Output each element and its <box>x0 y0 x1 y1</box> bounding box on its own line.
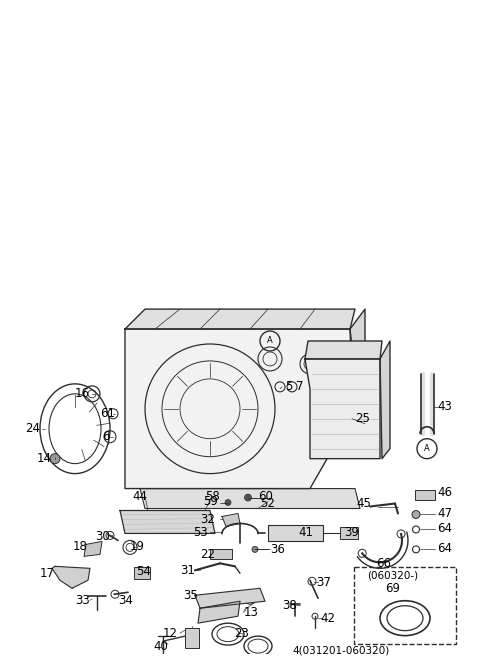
Text: 42: 42 <box>320 611 335 625</box>
Text: 54: 54 <box>136 565 151 578</box>
Text: (060320-): (060320-) <box>367 570 419 581</box>
Text: 6: 6 <box>103 430 110 443</box>
Text: 4(031201-060320): 4(031201-060320) <box>292 645 389 655</box>
Polygon shape <box>52 566 90 588</box>
Bar <box>268 525 323 541</box>
Circle shape <box>244 494 252 501</box>
Circle shape <box>412 510 420 518</box>
Text: 23: 23 <box>234 626 249 640</box>
Text: 61: 61 <box>100 407 115 420</box>
Text: 31: 31 <box>180 564 195 577</box>
Text: 47: 47 <box>437 507 452 520</box>
Text: 30: 30 <box>95 530 110 543</box>
Text: 32: 32 <box>200 513 215 526</box>
Polygon shape <box>222 514 240 527</box>
Polygon shape <box>125 329 355 489</box>
Text: 18: 18 <box>73 540 88 553</box>
Text: 64: 64 <box>437 522 452 535</box>
Bar <box>210 549 232 560</box>
Text: 5: 5 <box>285 380 292 394</box>
Text: 22: 22 <box>200 548 215 561</box>
Text: 38: 38 <box>282 599 297 612</box>
FancyBboxPatch shape <box>354 567 456 644</box>
Text: 40: 40 <box>153 640 168 653</box>
Text: 33: 33 <box>75 594 90 607</box>
Bar <box>185 628 199 648</box>
Text: 45: 45 <box>356 497 371 510</box>
Polygon shape <box>140 489 360 508</box>
Text: 53: 53 <box>193 526 208 539</box>
Text: 7: 7 <box>296 380 303 394</box>
Text: 14: 14 <box>37 452 52 465</box>
Text: 16: 16 <box>75 387 90 400</box>
Text: 19: 19 <box>130 540 145 553</box>
Text: 24: 24 <box>25 422 40 435</box>
Text: 52: 52 <box>261 497 276 510</box>
Text: 44: 44 <box>132 490 147 503</box>
Bar <box>134 567 150 579</box>
Text: 13: 13 <box>244 605 259 619</box>
Polygon shape <box>84 541 102 556</box>
Text: 35: 35 <box>183 588 198 602</box>
Polygon shape <box>350 309 365 454</box>
Polygon shape <box>125 309 355 329</box>
Text: 25: 25 <box>355 412 370 425</box>
Text: 12: 12 <box>163 626 178 640</box>
Text: 36: 36 <box>270 543 285 556</box>
Polygon shape <box>120 510 215 533</box>
Text: 69: 69 <box>385 582 400 595</box>
Text: A: A <box>424 444 430 453</box>
Bar <box>415 489 435 499</box>
Text: 43: 43 <box>437 400 452 413</box>
Polygon shape <box>380 341 390 459</box>
Polygon shape <box>305 359 380 459</box>
Bar <box>340 527 358 539</box>
Circle shape <box>252 546 258 552</box>
Circle shape <box>50 454 60 464</box>
Text: 46: 46 <box>437 486 452 499</box>
Text: 34: 34 <box>118 594 133 607</box>
Polygon shape <box>198 602 240 623</box>
Polygon shape <box>305 341 382 359</box>
Circle shape <box>225 499 231 506</box>
Text: 41: 41 <box>298 526 313 539</box>
Text: A: A <box>267 337 273 346</box>
Text: 58: 58 <box>204 490 219 503</box>
Polygon shape <box>195 588 265 608</box>
Text: 17: 17 <box>40 567 55 580</box>
Text: 66: 66 <box>376 557 391 570</box>
Text: 59: 59 <box>203 495 218 508</box>
Text: 64: 64 <box>437 542 452 555</box>
Text: 60: 60 <box>258 490 273 503</box>
Text: 39: 39 <box>344 526 359 539</box>
Text: 37: 37 <box>316 576 331 589</box>
